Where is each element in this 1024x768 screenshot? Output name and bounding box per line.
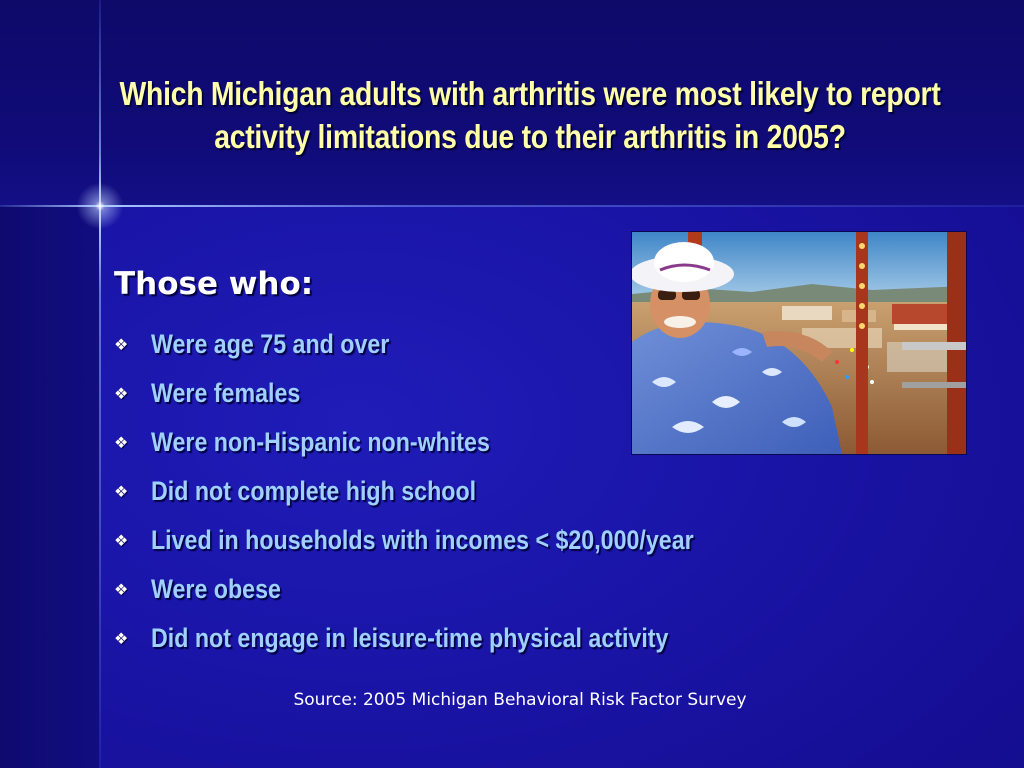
- photo-woman-on-ferris-wheel: [631, 231, 967, 455]
- diamond-bullet-icon: ❖: [114, 483, 129, 501]
- list-item: ❖ Were obese: [114, 565, 782, 614]
- diamond-bullet-icon: ❖: [114, 581, 129, 599]
- header-band: [0, 0, 1024, 206]
- list-item: ❖ Did not engage in leisure-time physica…: [114, 614, 782, 663]
- source-citation: Source: 2005 Michigan Behavioral Risk Fa…: [293, 690, 747, 710]
- horizontal-accent-line: [0, 205, 1024, 207]
- diamond-bullet-icon: ❖: [114, 434, 129, 452]
- bullet-list: ❖ Were age 75 and over ❖ Were females ❖ …: [114, 320, 782, 663]
- subheading: Those who:: [114, 266, 314, 302]
- sparkle-icon: [70, 176, 130, 236]
- bullet-text: Lived in households with incomes < $20,0…: [151, 525, 694, 555]
- diamond-bullet-icon: ❖: [114, 336, 129, 354]
- vertical-accent-line: [99, 0, 101, 768]
- diamond-bullet-icon: ❖: [114, 385, 129, 403]
- list-item: ❖ Lived in households with incomes < $20…: [114, 516, 782, 565]
- bullet-text: Did not engage in leisure-time physical …: [151, 623, 669, 653]
- slide-title: Which Michigan adults with arthritis wer…: [119, 75, 941, 155]
- bullet-text: Did not complete high school: [151, 476, 477, 506]
- diamond-bullet-icon: ❖: [114, 532, 129, 550]
- diamond-bullet-icon: ❖: [114, 630, 129, 648]
- bullet-text: Were age 75 and over: [151, 329, 390, 359]
- left-band: [0, 206, 100, 768]
- list-item: ❖ Were non-Hispanic non-whites: [114, 418, 782, 467]
- list-item: ❖ Were females: [114, 369, 782, 418]
- list-item: ❖ Were age 75 and over: [114, 320, 782, 369]
- bullet-text: Were non-Hispanic non-whites: [151, 427, 490, 457]
- list-item: ❖ Did not complete high school: [114, 467, 782, 516]
- bullet-text: Were obese: [151, 574, 281, 604]
- bullet-text: Were females: [151, 378, 301, 408]
